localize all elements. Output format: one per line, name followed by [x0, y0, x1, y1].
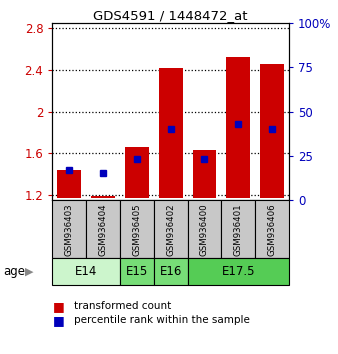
- Bar: [120, 258, 154, 285]
- Bar: [120, 200, 154, 258]
- Bar: [154, 258, 188, 285]
- Text: transformed count: transformed count: [74, 301, 172, 311]
- Text: percentile rank within the sample: percentile rank within the sample: [74, 315, 250, 325]
- Text: ▶: ▶: [25, 267, 33, 277]
- Title: GDS4591 / 1448472_at: GDS4591 / 1448472_at: [93, 9, 248, 22]
- Text: ■: ■: [52, 314, 64, 327]
- Text: GSM936401: GSM936401: [234, 203, 243, 256]
- Bar: [188, 200, 221, 258]
- Text: E14: E14: [75, 265, 97, 278]
- Bar: [193, 150, 216, 198]
- Text: GSM936403: GSM936403: [65, 203, 74, 256]
- Text: E16: E16: [160, 265, 182, 278]
- Text: E15: E15: [126, 265, 148, 278]
- Bar: [91, 196, 115, 198]
- Bar: [255, 200, 289, 258]
- Bar: [52, 200, 86, 258]
- Bar: [159, 68, 183, 198]
- Text: GSM936404: GSM936404: [99, 203, 107, 256]
- Bar: [154, 200, 188, 258]
- Text: ■: ■: [52, 300, 64, 313]
- Bar: [221, 200, 255, 258]
- Bar: [188, 258, 289, 285]
- Text: age: age: [3, 265, 25, 278]
- Bar: [260, 64, 284, 198]
- Bar: [57, 170, 81, 198]
- Text: GSM936400: GSM936400: [200, 203, 209, 256]
- Bar: [226, 57, 250, 198]
- Bar: [86, 200, 120, 258]
- Text: GSM936405: GSM936405: [132, 203, 141, 256]
- Text: E17.5: E17.5: [221, 265, 255, 278]
- Bar: [125, 147, 149, 198]
- Text: GSM936406: GSM936406: [268, 203, 276, 256]
- Bar: [52, 258, 120, 285]
- Text: GSM936402: GSM936402: [166, 203, 175, 256]
